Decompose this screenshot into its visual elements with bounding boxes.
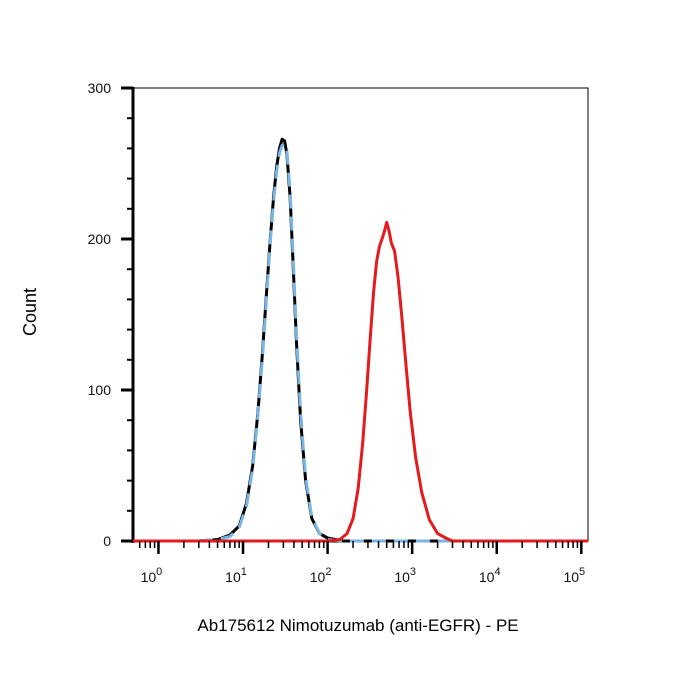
x-tick-label: 104: [479, 566, 501, 585]
y-axis-title: Count: [20, 288, 40, 336]
x-axis-ticks: 100 101 102 103 104 105: [138, 541, 585, 585]
x-axis-title: Ab175612 Nimotuzumab (anti-EGFR) - PE: [197, 616, 518, 635]
x-tick-label: 102: [310, 566, 332, 585]
y-tick-label: 300: [88, 80, 112, 96]
series-line-1: [198, 142, 588, 543]
y-axis-ticks: 0 100 200 300: [88, 80, 133, 549]
series-line-2: [133, 220, 588, 543]
y-tick-label: 100: [88, 382, 112, 398]
x-tick-label: 100: [141, 566, 163, 585]
x-tick-label: 101: [225, 566, 247, 585]
x-tick-label: 103: [394, 566, 416, 585]
series-layer: [133, 137, 588, 543]
y-tick-label: 200: [88, 231, 112, 247]
y-tick-label: 0: [103, 533, 111, 549]
series-line-0: [198, 137, 588, 543]
x-tick-label: 105: [563, 566, 585, 585]
